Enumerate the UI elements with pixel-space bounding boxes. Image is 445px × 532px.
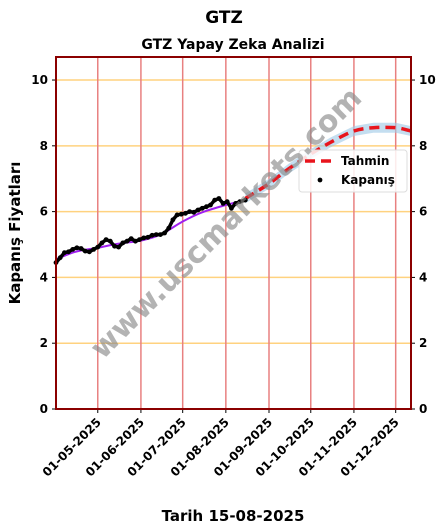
close-price-point (220, 201, 226, 206)
close-price-point (178, 211, 184, 217)
close-price-point (242, 197, 248, 203)
legend-label-tahmin: Tahmin (341, 154, 389, 168)
y-tick-label-right: 10 (419, 73, 436, 87)
close-price-point (116, 244, 121, 250)
y-tick-label-left: 4 (40, 270, 48, 284)
close-price-point (208, 202, 213, 208)
close-price-point (99, 240, 105, 246)
close-price-point (120, 240, 126, 246)
close-price-point (137, 237, 142, 243)
close-price-point (103, 237, 109, 243)
y-axis-label: Kapanış Fiyatları (6, 162, 24, 305)
close-price-point (124, 238, 130, 244)
close-price-point (166, 225, 172, 231)
close-price-point (191, 209, 197, 215)
close-price-point (133, 238, 138, 244)
close-price-point (128, 236, 134, 242)
close-price-point (237, 199, 243, 205)
y-tick-label-left: 10 (31, 73, 48, 87)
forecast-band (245, 122, 411, 204)
ticks: 0 02 24 46 68 810 1001-05-202501-06-202501-07-… (31, 73, 435, 479)
y-tick-label-left: 2 (40, 336, 48, 350)
close-price-point (153, 232, 159, 238)
y-tick-label-right: 4 (419, 270, 427, 284)
close-price-point (145, 234, 151, 240)
close-price-point (195, 207, 201, 213)
legend: Tahmin Kapanış (298, 149, 408, 193)
plot-frame (55, 56, 412, 410)
close-price-point (141, 235, 147, 241)
close-price-point (170, 217, 176, 223)
close-price-point (87, 249, 92, 255)
y-tick-label-right: 0 (419, 402, 427, 416)
y-tick-label-left: 8 (40, 139, 48, 153)
close-price-point (233, 201, 239, 206)
y-tick-label-right: 8 (419, 139, 427, 153)
y-tick-label-left: 6 (40, 205, 48, 219)
close-price-point (112, 243, 117, 249)
close-price-point (78, 246, 84, 251)
close-price-point (199, 205, 205, 211)
close-price-point (82, 248, 88, 254)
close-price-point (229, 205, 234, 211)
close-price-point (216, 196, 222, 201)
y-tick-label-right: 6 (419, 205, 427, 219)
grid (56, 57, 411, 410)
close-price-point (183, 210, 188, 216)
series-layer (53, 125, 412, 265)
y-tick-label-left: 0 (40, 402, 48, 416)
close-price-point (62, 250, 67, 256)
close-price-point (162, 230, 168, 236)
y-tick-label-right: 2 (419, 336, 427, 350)
close-price-point (91, 247, 96, 252)
legend-label-kapanis: Kapanış (341, 173, 395, 187)
chart-suptitle: GTZ (205, 8, 243, 28)
close-price-point (57, 255, 63, 261)
forecast-line (244, 125, 412, 200)
close-price-point (74, 245, 80, 251)
close-price-point (187, 209, 193, 215)
close-price-point (158, 232, 163, 238)
close-price-point (224, 199, 230, 205)
chart-title: GTZ Yapay Zeka Analizi (141, 37, 324, 53)
close-price-point (66, 249, 71, 255)
x-axis-label: Tarih 15-08-2025 (162, 507, 305, 525)
close-price-point (107, 238, 113, 244)
close-price-point (70, 247, 76, 252)
close-price-point (174, 212, 180, 218)
forecast-confidence-band (245, 122, 411, 204)
legend-swatch-kapanis (317, 177, 323, 183)
close-price-point (204, 204, 209, 210)
close-price-point (149, 232, 155, 238)
close-price-point (212, 197, 218, 203)
close-price-point (95, 244, 101, 250)
